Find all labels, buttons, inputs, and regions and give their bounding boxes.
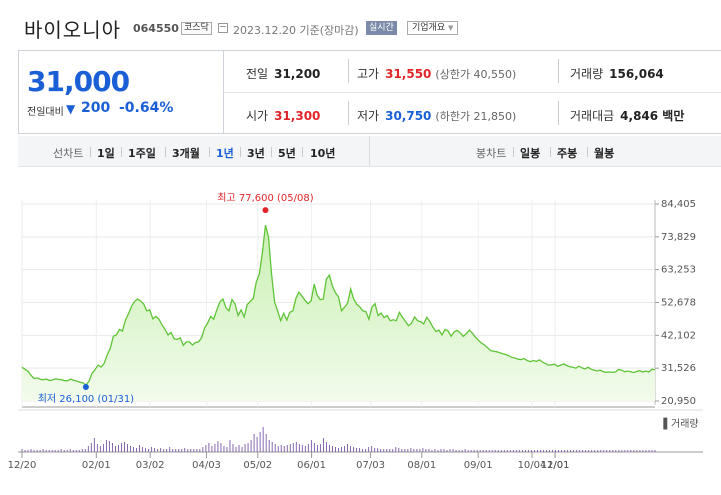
low-value: 30,750 <box>385 109 432 123</box>
tab-separator <box>550 147 551 157</box>
company-overview-dropdown[interactable]: 기업개요 ▼ <box>407 21 459 35</box>
min-price-label: 최저 26,100 (01/31) <box>38 393 134 405</box>
x-tick-label: 04/03 <box>192 460 221 471</box>
volume-label: 거래량 <box>570 67 604 81</box>
low-label: 저가 <box>357 109 380 123</box>
x-tick-label: 12/01 <box>541 460 570 471</box>
tab-daily[interactable]: 일봉 <box>520 147 541 160</box>
col-divider <box>348 101 349 125</box>
amount-value: 4,846 백만 <box>620 109 685 123</box>
prev-close: 전일 31,200 <box>246 65 320 82</box>
price-change: 200 <box>81 100 111 116</box>
amount-label: 거래대금 <box>570 109 615 123</box>
y-tick-label: 84,405 <box>661 199 696 210</box>
company-name: 바이오니아 <box>24 18 121 42</box>
volume-value: 156,064 <box>609 67 664 81</box>
lower-limit: (하한가 21,850) <box>435 110 517 123</box>
open-label: 시가 <box>246 109 269 123</box>
tab-group-divider <box>369 136 370 166</box>
volume-legend-label: ▌거래량 <box>662 417 698 430</box>
chart-tabs: 선차트 1일 1주일 3개월 1년 3년 5년 10년 봉차트 일봉 주봉 월봉 <box>18 136 721 167</box>
down-triangle-icon: ▼ <box>66 102 76 116</box>
high-value: 31,550 <box>385 67 432 81</box>
y-tick-label: 31,526 <box>661 363 696 374</box>
x-tick-label: 03/02 <box>136 460 165 471</box>
min-price-dot <box>82 384 89 391</box>
prev-close-value: 31,200 <box>274 67 321 81</box>
y-tick-label: 52,678 <box>661 297 696 308</box>
x-tick-label: 11/01 <box>541 460 570 471</box>
prev-close-label: 전일 <box>246 67 269 81</box>
x-tick-label: 02/01 <box>82 460 111 471</box>
y-tick-label: 42,102 <box>661 330 696 341</box>
low-price: 저가 30,750 (하한가 21,850) <box>357 107 516 124</box>
max-price-dot <box>262 207 269 214</box>
tab-separator <box>209 147 210 157</box>
row-divider <box>223 92 721 93</box>
tab-10year[interactable]: 10년 <box>310 147 336 160</box>
upper-limit: (상한가 40,550) <box>435 68 517 81</box>
tab-monthly[interactable]: 월봉 <box>594 147 615 160</box>
col-divider <box>558 59 559 83</box>
price-line <box>21 224 656 386</box>
tab-3year[interactable]: 3년 <box>247 147 265 160</box>
y-tick-label: 20,950 <box>661 396 696 407</box>
tab-5year[interactable]: 5년 <box>278 147 296 160</box>
tab-separator <box>165 147 166 157</box>
live-button[interactable]: 실시간 <box>366 21 397 35</box>
max-price-label: 최고 77,600 (05/08) <box>217 192 313 204</box>
tab-1week[interactable]: 1주일 <box>128 147 156 160</box>
quote-panel: 31,000 전일대비 ▼ 200 -0.64% 전일 31,200 고가 31,5… <box>18 50 721 134</box>
y-tick-label: 73,829 <box>661 232 696 243</box>
tab-separator <box>121 147 122 157</box>
volume: 거래량 156,064 <box>570 65 664 82</box>
col-divider <box>348 59 349 83</box>
x-tick-label: 09/01 <box>464 460 493 471</box>
high-label: 고가 <box>357 67 380 81</box>
current-price: 31,000 <box>27 65 130 98</box>
chevron-down-icon: ▼ <box>448 24 454 32</box>
price-box: 31,000 전일대비 ▼ 200 -0.64% <box>18 51 224 133</box>
price-area <box>22 225 655 401</box>
line-chart-label: 선차트 <box>53 147 84 160</box>
open-value: 31,300 <box>274 109 321 123</box>
tab-separator <box>587 147 588 157</box>
price-change-pct: -0.64% <box>119 100 174 116</box>
tab-1year[interactable]: 1년 <box>216 147 234 160</box>
tab-separator <box>271 147 272 157</box>
market-badge: 코스닥 <box>181 22 212 35</box>
x-tick-label: 06/01 <box>297 460 326 471</box>
calendar-icon <box>218 23 228 33</box>
tab-separator <box>240 147 241 157</box>
date-text: 2023.12.20 기준(장마감) <box>233 24 359 37</box>
tab-separator <box>302 147 303 157</box>
tab-separator <box>513 147 514 157</box>
x-tick-label: 12/20 <box>8 460 37 471</box>
y-tick-label: 63,253 <box>661 265 696 276</box>
high-price: 고가 31,550 (상한가 40,550) <box>357 65 516 82</box>
col-divider <box>558 101 559 125</box>
company-overview-label: 기업개요 <box>412 23 446 33</box>
candle-chart-label: 봉차트 <box>476 147 507 160</box>
x-tick-label: 05/02 <box>243 460 272 471</box>
vs-prev-label: 전일대비 <box>27 107 64 118</box>
x-tick-label: 10/04 <box>518 460 547 471</box>
tab-1day[interactable]: 1일 <box>97 147 115 160</box>
tab-separator <box>90 147 91 157</box>
open-price: 시가 31,300 <box>246 107 320 124</box>
stock-code: 064550 <box>133 22 179 35</box>
header: 바이오니아 064550 코스닥 2023.12.20 기준(장마감) 실시간 … <box>0 0 721 44</box>
tab-3month[interactable]: 3개월 <box>172 147 200 160</box>
tab-weekly[interactable]: 주봉 <box>557 147 578 160</box>
trade-amount: 거래대금 4,846 백만 <box>570 107 684 124</box>
x-tick-label: 08/01 <box>407 460 436 471</box>
x-tick-label: 07/03 <box>356 460 385 471</box>
